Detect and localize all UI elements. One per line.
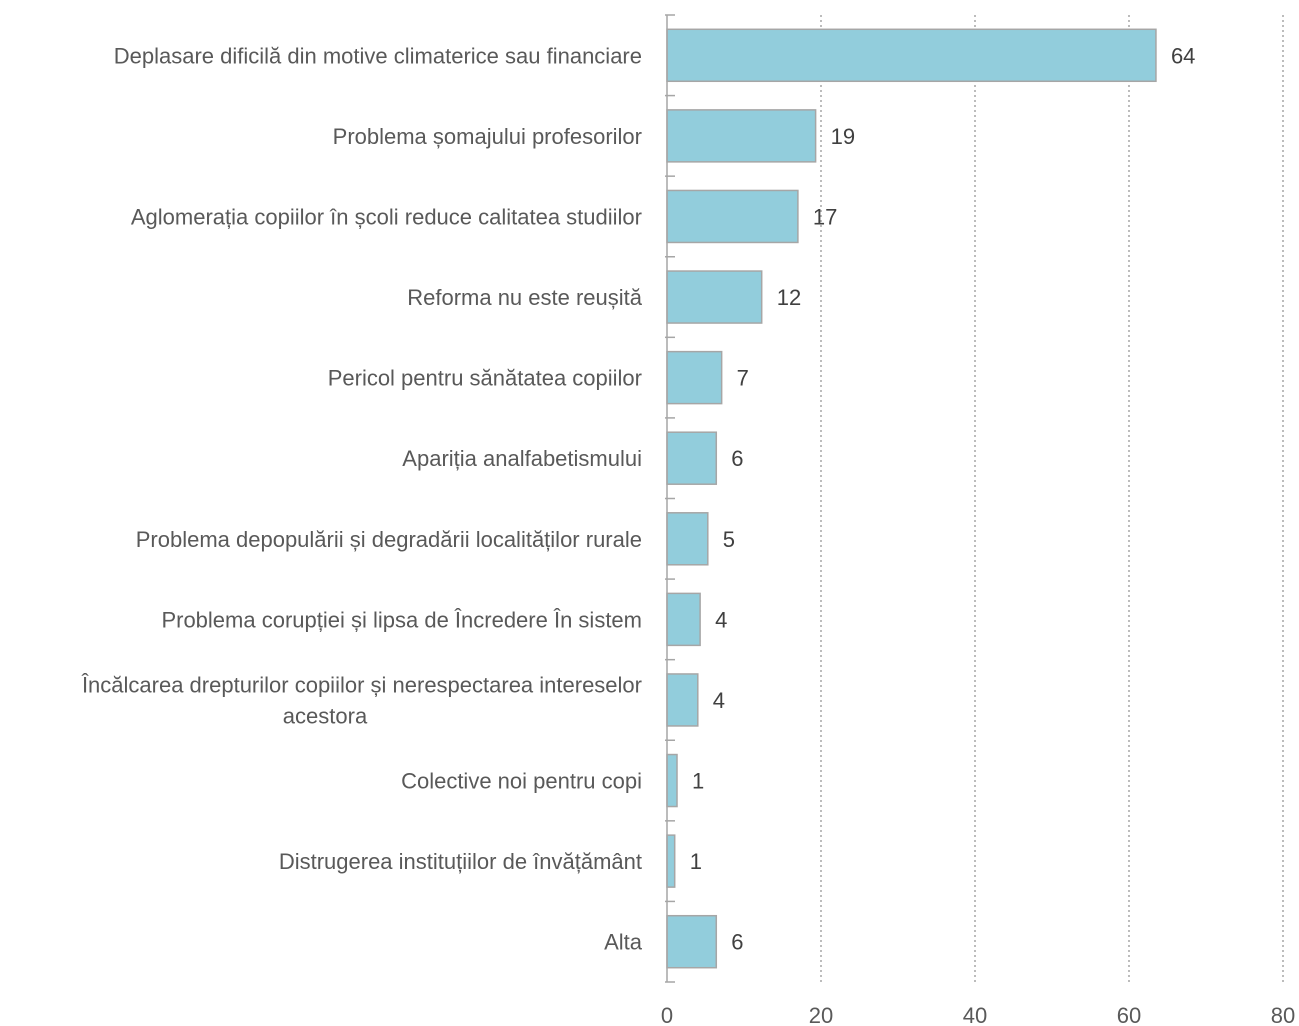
bar	[666, 512, 709, 566]
category-label-line: Încălcarea drepturilor copiilor și neres…	[81, 672, 642, 697]
category-label: Distrugerea instituțiilor de învățământ	[279, 849, 642, 874]
bar	[666, 270, 763, 324]
x-tick-label: 60	[1117, 1003, 1141, 1026]
category-label: Reforma nu este reușită	[407, 285, 643, 310]
bar	[666, 592, 701, 647]
x-tick-labels: 0 20 40 60 80	[661, 1003, 1295, 1026]
value-labels: 64 19 17 12 7 6 5 4 4 1 1 6	[690, 43, 1196, 954]
bar	[666, 914, 718, 969]
x-tick-label: 20	[809, 1003, 833, 1026]
value-label: 4	[713, 688, 725, 713]
value-label: 64	[1171, 43, 1195, 68]
category-labels: Deplasare dificilă din motive climateric…	[81, 43, 643, 954]
gridlines	[820, 15, 1284, 982]
category-label: Încălcarea drepturilor copiilor și neres…	[81, 672, 642, 728]
category-label: Problema depopulării și degradării local…	[136, 527, 642, 552]
category-label: Problema șomajului profesorilor	[333, 124, 642, 149]
value-label: 19	[831, 124, 855, 149]
bar	[666, 673, 699, 727]
bar	[666, 753, 678, 808]
value-label: 5	[723, 527, 735, 552]
axes	[665, 14, 675, 983]
category-label: Aglomerația copiilor în școli reduce cal…	[131, 204, 642, 229]
category-label: Alta	[604, 930, 643, 955]
category-label: Deplasare dificilă din motive climateric…	[114, 43, 642, 68]
bar	[666, 189, 799, 244]
value-label: 7	[737, 366, 749, 391]
value-label: 4	[715, 607, 727, 632]
value-label: 6	[731, 446, 743, 471]
category-label-line: acestora	[283, 703, 368, 728]
x-tick-label: 40	[963, 1003, 987, 1026]
bars	[666, 28, 1157, 969]
bar	[666, 28, 1157, 83]
bar	[666, 834, 676, 888]
bar	[666, 431, 718, 485]
value-label: 6	[731, 930, 743, 955]
category-label: Problema corupției și lipsa de Încredere…	[161, 607, 642, 632]
value-label: 1	[692, 769, 704, 794]
x-tick-label: 80	[1271, 1003, 1295, 1026]
category-label: Pericol pentru sănătatea copiilor	[328, 366, 642, 391]
category-label: Colective noi pentru copi	[401, 769, 642, 794]
bar	[666, 350, 723, 405]
value-label: 1	[690, 849, 702, 874]
bar	[666, 109, 817, 163]
x-tick-label: 0	[661, 1003, 673, 1026]
value-label: 12	[777, 285, 801, 310]
category-label: Apariția analfabetismului	[402, 446, 642, 471]
value-label: 17	[813, 204, 837, 229]
